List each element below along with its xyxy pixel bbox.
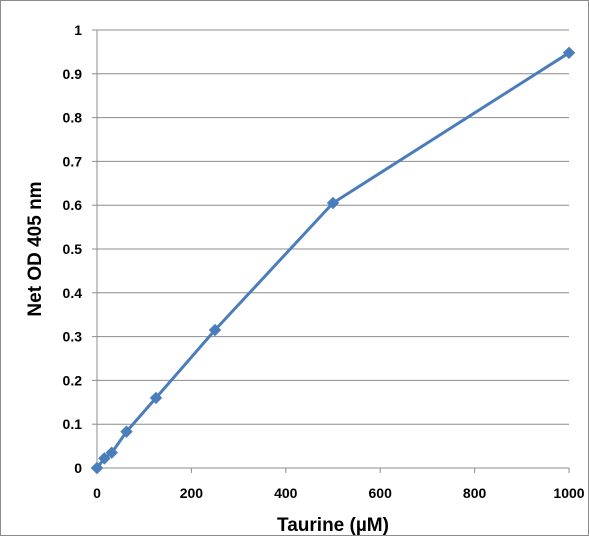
x-tick-label: 0 [93, 485, 101, 501]
y-tick-label: 0.2 [63, 372, 83, 388]
x-tick-label: 200 [180, 485, 204, 501]
x-tick-label: 1000 [553, 485, 584, 501]
data-point [120, 425, 133, 438]
y-axis-title: Net OD 405 nm [25, 181, 46, 316]
series-line [95, 51, 570, 469]
x-tick-label: 800 [463, 485, 487, 501]
y-tick-label: 1 [74, 22, 82, 38]
x-tick-labels: 0 200 400 600 800 1000 [93, 485, 585, 501]
y-tick-label: 0.7 [63, 153, 83, 169]
data-point [562, 46, 576, 59]
y-tick-label: 0.5 [63, 241, 83, 257]
data-point [326, 196, 340, 210]
data-point [149, 391, 163, 405]
data-point [105, 446, 118, 459]
y-tick-label: 0.8 [63, 110, 83, 126]
data-point [208, 323, 222, 337]
y-tick-label: 0.3 [63, 329, 83, 345]
y-tick-label: 0.1 [63, 416, 83, 432]
x-tick-label: 600 [369, 485, 393, 501]
data-point [90, 461, 104, 475]
y-tick-label: 0 [74, 460, 82, 476]
data-series [90, 46, 576, 475]
x-tick-label: 400 [274, 485, 298, 501]
gridlines [92, 29, 569, 469]
data-point [98, 452, 111, 465]
x-axis-title: Taurine (µM) [277, 515, 389, 535]
y-tick-label: 0.9 [63, 66, 83, 82]
y-tick-label: 0.4 [63, 285, 83, 301]
y-tick-label: 0.6 [63, 197, 83, 213]
y-tick-labels: 0 0.1 0.2 0.3 0.4 0.5 0.6 0.7 0.8 0.9 1 [63, 22, 83, 476]
